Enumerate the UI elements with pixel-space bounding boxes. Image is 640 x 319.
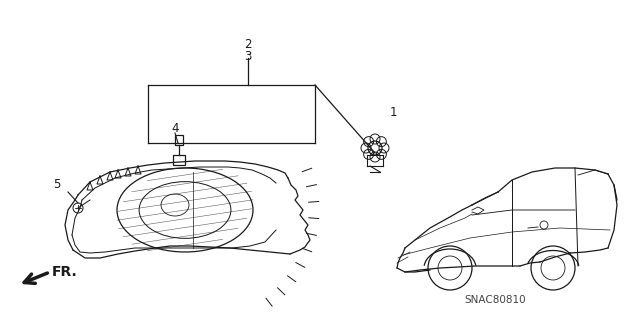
Text: 3: 3 [244, 49, 252, 63]
Bar [175, 135, 183, 145]
Text: 4: 4 [172, 122, 179, 135]
Bar [173, 155, 185, 165]
Text: 2: 2 [244, 39, 252, 51]
Circle shape [73, 203, 83, 213]
Text: SNAC80810: SNAC80810 [464, 295, 526, 305]
Text: 5: 5 [53, 179, 61, 191]
Text: 1: 1 [390, 107, 397, 120]
Text: FR.: FR. [52, 265, 77, 279]
